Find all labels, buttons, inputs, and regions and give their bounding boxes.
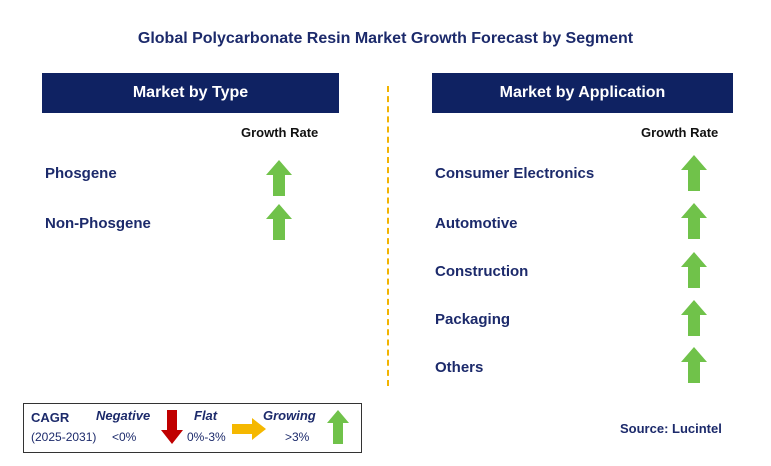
market-by-application-header: Market by Application [432, 73, 733, 113]
market-by-type-header: Market by Type [42, 73, 339, 113]
growing-arrow-icon [681, 155, 707, 191]
growing-arrow-icon [327, 410, 349, 444]
application-label-packaging: Packaging [435, 311, 511, 328]
growing-arrow-icon [681, 347, 707, 383]
application-label-consumer-electronics: Consumer Electronics [435, 165, 595, 182]
legend-negative-range: <0% [112, 430, 137, 444]
legend-flat-label: Flat [194, 408, 218, 423]
left-growth-rate-label: Growth Rate [241, 125, 319, 140]
source-label: Source: Lucintel [620, 421, 722, 436]
application-label-others: Others [435, 359, 484, 376]
growing-arrow-icon [681, 252, 707, 288]
legend-flat-range: 0%-3% [187, 430, 226, 444]
cagr-legend: CAGR (2025-2031) Negative <0% Flat 0%-3%… [23, 403, 362, 453]
legend-negative-label: Negative [96, 408, 151, 423]
legend-growing-range: >3% [285, 430, 310, 444]
legend-period-label: (2025-2031) [31, 430, 97, 444]
chart-title: Global Polycarbonate Resin Market Growth… [137, 30, 634, 47]
flat-arrow-icon [232, 418, 266, 440]
application-label-construction: Construction [435, 263, 529, 280]
growing-arrow-icon [266, 204, 292, 240]
growing-arrow-icon [681, 300, 707, 336]
application-label-automotive: Automotive [435, 215, 518, 232]
right-growth-rate-label: Growth Rate [641, 125, 719, 140]
panel-divider [387, 86, 389, 386]
growing-arrow-icon [681, 203, 707, 239]
type-label-non-phosgene: Non-Phosgene [45, 215, 151, 232]
legend-growing-label: Growing [263, 408, 316, 423]
type-label-phosgene: Phosgene [45, 165, 117, 182]
negative-arrow-icon [161, 410, 183, 444]
legend-cagr-label: CAGR [31, 410, 70, 425]
growing-arrow-icon [266, 160, 292, 196]
